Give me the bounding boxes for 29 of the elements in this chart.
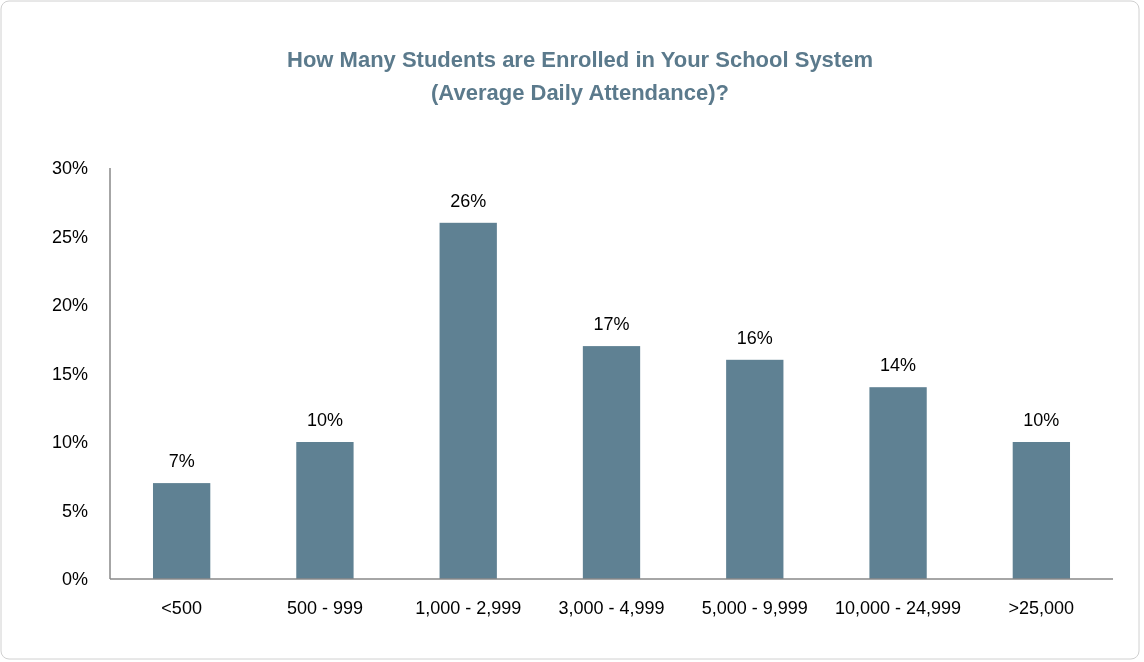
x-tick-label: 1,000 - 2,999 [415,598,522,618]
x-tick-label: 10,000 - 24,999 [835,598,962,618]
bar [726,359,784,579]
data-label: 26% [450,190,487,211]
bar [1012,442,1071,579]
data-label: 14% [880,355,917,376]
x-tick-label: <500 [161,598,202,618]
bar [296,442,354,579]
data-label: 10% [1023,410,1060,430]
data-label: 17% [593,314,630,335]
data-label: 10% [306,410,343,430]
x-tick-label: 500 - 999 [286,598,363,618]
x-tick-label: 3,000 - 4,999 [558,598,665,618]
y-tick-label: 5% [61,500,88,521]
data-label: 16% [736,327,773,348]
y-tick-label: 20% [51,295,88,316]
y-tick-label: 0% [61,569,88,590]
chart-title: How Many Students are Enrolled in Your School System (Average Daily Attendance)? [287,47,873,105]
bar [582,346,641,579]
data-label: 7% [168,451,195,472]
bar [152,483,211,579]
y-tick-label: 15% [51,363,88,384]
y-tick-label: 25% [51,226,88,247]
bar [439,222,497,579]
y-tick-label: 30% [51,158,88,179]
y-tick-label: 10% [51,432,88,453]
bar [869,387,927,579]
x-tick-label: 5,000 - 9,999 [701,598,808,618]
x-tick-label: >25,000 [1008,598,1075,618]
